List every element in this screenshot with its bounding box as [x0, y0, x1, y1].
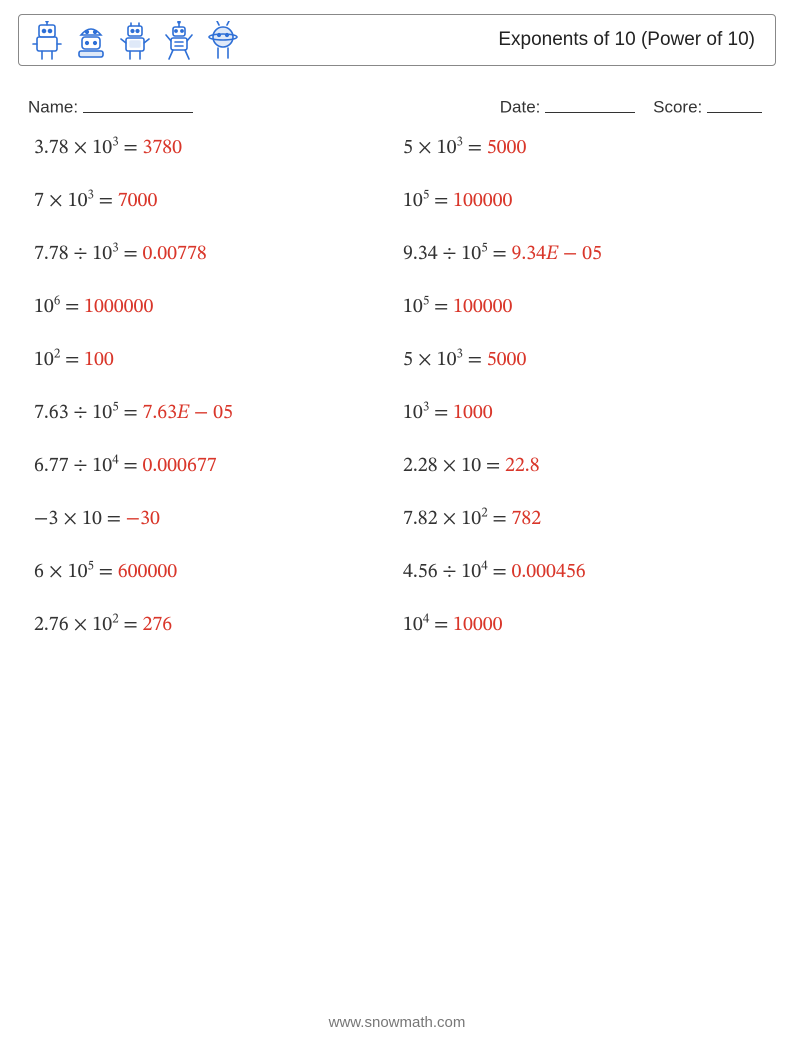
- date-label: Date:: [500, 98, 541, 117]
- date-blank[interactable]: [545, 94, 635, 113]
- expression: 7.82 × 102 =: [403, 509, 511, 529]
- answer: 3780: [142, 138, 182, 158]
- expression: 105 =: [403, 191, 453, 211]
- problem-right: 2.28 × 10 = 22.8: [403, 454, 772, 478]
- expression: 6.77 ÷ 104 =: [34, 456, 142, 476]
- score-label: Score:: [653, 98, 702, 117]
- expression: 104 =: [403, 615, 453, 635]
- answer: 100: [84, 350, 114, 370]
- score-field: Score:: [653, 94, 762, 118]
- problem-right: 9.34 ÷ 105 = 9.34𝐸 − 05: [403, 242, 772, 266]
- problem-left: 7.78 ÷ 103 = 0.00778: [34, 242, 403, 266]
- answer: 0.000677: [142, 456, 216, 476]
- problem-right: 5 × 103 = 5000: [403, 136, 772, 160]
- worksheet-title: Exponents of 10 (Power of 10): [498, 29, 755, 51]
- problem-right: 7.82 × 102 = 782: [403, 507, 772, 531]
- problem-right: 103 = 1000: [403, 401, 772, 425]
- problem-row: 102 = 1005 × 103 = 5000: [34, 348, 772, 372]
- expression: 3.78 × 103 =: [34, 138, 142, 158]
- robot-icons-row: [29, 15, 241, 65]
- robot-icon-4: [161, 21, 197, 61]
- problem-row: 7.63 ÷ 105 = 7.63𝐸 − 05103 = 1000: [34, 401, 772, 425]
- expression: 7.63 ÷ 105 =: [34, 403, 142, 423]
- expression: 2.28 × 10 =: [403, 456, 505, 476]
- problem-right: 104 = 10000: [403, 613, 772, 637]
- answer: 1000000: [84, 297, 153, 317]
- answer: 100000: [453, 191, 512, 211]
- robot-icon-3: [117, 21, 153, 61]
- expression: 4.56 ÷ 104 =: [403, 562, 511, 582]
- expression: 5 × 103 =: [403, 138, 487, 158]
- expression: −3 × 10 =: [34, 509, 126, 529]
- problem-row: 3.78 × 103 = 37805 × 103 = 5000: [34, 136, 772, 160]
- problem-left: 7 × 103 = 7000: [34, 189, 403, 213]
- answer: 1000: [453, 403, 493, 423]
- problem-left: 6 × 105 = 600000: [34, 560, 403, 584]
- expression: 6 × 105 =: [34, 562, 118, 582]
- answer: 600000: [118, 562, 177, 582]
- footer-url: www.snowmath.com: [0, 1014, 794, 1031]
- expression: 7 × 103 =: [34, 191, 118, 211]
- answer: 9.34𝐸 − 05: [511, 244, 601, 264]
- problem-left: 2.76 × 102 = 276: [34, 613, 403, 637]
- name-blank[interactable]: [83, 94, 193, 113]
- answer: 100000: [453, 297, 512, 317]
- header-box: Exponents of 10 (Power of 10): [18, 14, 776, 66]
- problem-right: 105 = 100000: [403, 189, 772, 213]
- expression: 103 =: [403, 403, 453, 423]
- expression: 102 =: [34, 350, 84, 370]
- problem-row: 6.77 ÷ 104 = 0.0006772.28 × 10 = 22.8: [34, 454, 772, 478]
- meta-row: Name: Date: Score:: [18, 66, 776, 126]
- problem-row: 2.76 × 102 = 276104 = 10000: [34, 613, 772, 637]
- answer: 7.63𝐸 − 05: [142, 403, 232, 423]
- problems-grid: 3.78 × 103 = 37805 × 103 = 50007 × 103 =…: [18, 126, 776, 637]
- answer: 5000: [487, 138, 527, 158]
- expression: 2.76 × 102 =: [34, 615, 142, 635]
- answer: 0.00778: [142, 244, 206, 264]
- answer: 5000: [487, 350, 527, 370]
- answer: 276: [142, 615, 172, 635]
- expression: 7.78 ÷ 103 =: [34, 244, 142, 264]
- problem-row: 106 = 1000000105 = 100000: [34, 295, 772, 319]
- name-label: Name:: [28, 98, 78, 117]
- problem-right: 5 × 103 = 5000: [403, 348, 772, 372]
- problem-right: 4.56 ÷ 104 = 0.000456: [403, 560, 772, 584]
- problem-row: 7.78 ÷ 103 = 0.007789.34 ÷ 105 = 9.34𝐸 −…: [34, 242, 772, 266]
- answer: 10000: [453, 615, 503, 635]
- expression: 5 × 103 =: [403, 350, 487, 370]
- expression: 106 =: [34, 297, 84, 317]
- problem-right: 105 = 100000: [403, 295, 772, 319]
- problem-row: −3 × 10 = −307.82 × 102 = 782: [34, 507, 772, 531]
- robot-icon-5: [205, 21, 241, 61]
- answer: 7000: [118, 191, 158, 211]
- date-field: Date:: [500, 94, 635, 118]
- score-blank[interactable]: [707, 94, 762, 113]
- name-field: Name:: [28, 94, 193, 118]
- robot-icon-1: [29, 21, 65, 61]
- problem-row: 7 × 103 = 7000105 = 100000: [34, 189, 772, 213]
- problem-left: 106 = 1000000: [34, 295, 403, 319]
- expression: 9.34 ÷ 105 =: [403, 244, 511, 264]
- problem-left: 7.63 ÷ 105 = 7.63𝐸 − 05: [34, 401, 403, 425]
- answer: 22.8: [505, 456, 540, 476]
- problem-left: 3.78 × 103 = 3780: [34, 136, 403, 160]
- answer: −30: [126, 509, 160, 529]
- answer: 782: [511, 509, 541, 529]
- problem-left: 102 = 100: [34, 348, 403, 372]
- expression: 105 =: [403, 297, 453, 317]
- problem-left: 6.77 ÷ 104 = 0.000677: [34, 454, 403, 478]
- answer: 0.000456: [511, 562, 585, 582]
- problem-left: −3 × 10 = −30: [34, 507, 403, 531]
- robot-icon-2: [73, 21, 109, 61]
- problem-row: 6 × 105 = 6000004.56 ÷ 104 = 0.000456: [34, 560, 772, 584]
